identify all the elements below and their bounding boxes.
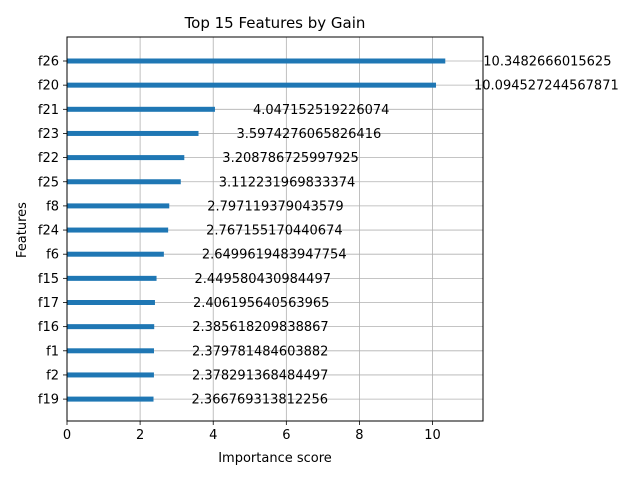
- value-label: 2.406195640563965: [193, 296, 329, 311]
- y-tick-label: f15: [38, 272, 59, 287]
- y-tick-label: f16: [38, 320, 59, 335]
- value-label: 2.385618209838867: [192, 320, 328, 335]
- bar: [67, 372, 154, 378]
- y-tick-label: f25: [38, 175, 59, 190]
- y-tick-label: f19: [38, 393, 59, 408]
- bar: [67, 300, 155, 305]
- y-tick-label: f2: [46, 368, 59, 383]
- x-axis-label: Importance score: [218, 451, 332, 466]
- bar: [67, 130, 199, 136]
- bar: [67, 203, 170, 209]
- value-label: 3.112231969833374: [219, 175, 355, 190]
- bar: [67, 82, 437, 88]
- value-labels: 10.3482666015625 10.094527244567871 4.0471…: [192, 55, 619, 408]
- y-tick-label: f26: [38, 55, 59, 70]
- x-tick-label: 10: [424, 428, 441, 443]
- x-tick-label: 0: [63, 428, 71, 443]
- y-tick-label: f24: [38, 224, 59, 239]
- y-tick-label: f20: [38, 79, 59, 94]
- value-label: 3.5974276065826416: [237, 127, 382, 142]
- x-tick-label: 4: [209, 428, 217, 443]
- bar: [67, 275, 157, 281]
- x-tick-label: 2: [136, 428, 144, 443]
- value-label: 2.366769313812256: [192, 393, 328, 408]
- value-label: 4.047152519226074: [253, 103, 389, 118]
- plot-frame: [66, 36, 484, 422]
- axis-ticks: 0 2 4 6 8 10 f26 f20 f21 f23 f22 f25 f8 f24 f6 f15 f17 f1…: [38, 55, 441, 444]
- value-label: 10.3482666015625: [483, 55, 611, 70]
- bar: [67, 324, 155, 330]
- value-label: 2.449580430984497: [195, 272, 331, 287]
- value-label: 3.208786725997925: [222, 151, 358, 166]
- bars: [67, 58, 446, 402]
- y-tick-label: f8: [46, 199, 59, 214]
- value-label: 2.797119379043579: [207, 199, 343, 214]
- value-label: 2.6499619483947754: [202, 248, 347, 263]
- bar: [67, 106, 215, 112]
- bar: [67, 179, 181, 185]
- y-tick-label: f22: [38, 151, 59, 166]
- value-label: 2.378291368484497: [192, 368, 328, 383]
- bar: [67, 155, 185, 161]
- y-tick-label: f21: [38, 103, 59, 118]
- y-tick-label: f1: [46, 344, 59, 359]
- y-tick-label: f17: [38, 296, 59, 311]
- y-tick-label: f23: [38, 127, 59, 142]
- x-tick-label: 6: [282, 428, 290, 443]
- x-tick-label: 8: [355, 428, 363, 443]
- bar: [67, 348, 154, 354]
- bar: [67, 251, 164, 257]
- bar: [67, 227, 169, 233]
- value-label: 2.767155170440674: [206, 224, 342, 239]
- value-label: 10.094527244567871: [474, 79, 619, 94]
- y-tick-label: f6: [46, 248, 59, 263]
- bar: [67, 58, 446, 64]
- chart-title: Top 15 Features by Gain: [184, 14, 366, 32]
- y-axis-label: Features: [15, 202, 30, 258]
- bar: [67, 396, 154, 402]
- value-label: 2.379781484603882: [192, 344, 328, 359]
